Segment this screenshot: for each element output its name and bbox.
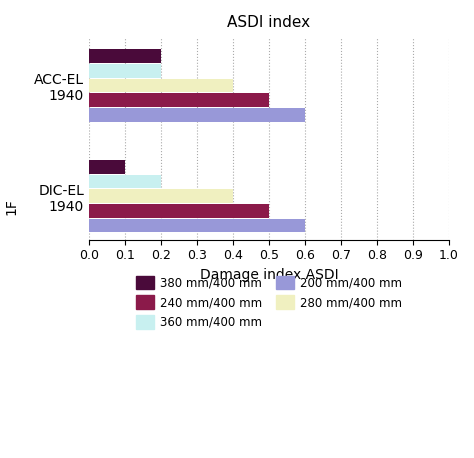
- Bar: [89, 93, 269, 107]
- Bar: [89, 204, 269, 218]
- Bar: [89, 49, 161, 63]
- Bar: [89, 64, 161, 77]
- Legend: 380 mm/400 mm, 240 mm/400 mm, 360 mm/400 mm, 200 mm/400 mm, 280 mm/400 mm: 380 mm/400 mm, 240 mm/400 mm, 360 mm/400…: [136, 276, 402, 329]
- Bar: [89, 160, 125, 174]
- Bar: [89, 190, 233, 203]
- Bar: [89, 79, 233, 92]
- Bar: [89, 219, 305, 232]
- Title: ASDI index: ASDI index: [228, 15, 310, 30]
- Bar: [89, 108, 305, 121]
- Bar: [89, 175, 161, 188]
- X-axis label: Damage index ASDI: Damage index ASDI: [200, 268, 338, 282]
- Text: 1F: 1F: [5, 198, 19, 214]
